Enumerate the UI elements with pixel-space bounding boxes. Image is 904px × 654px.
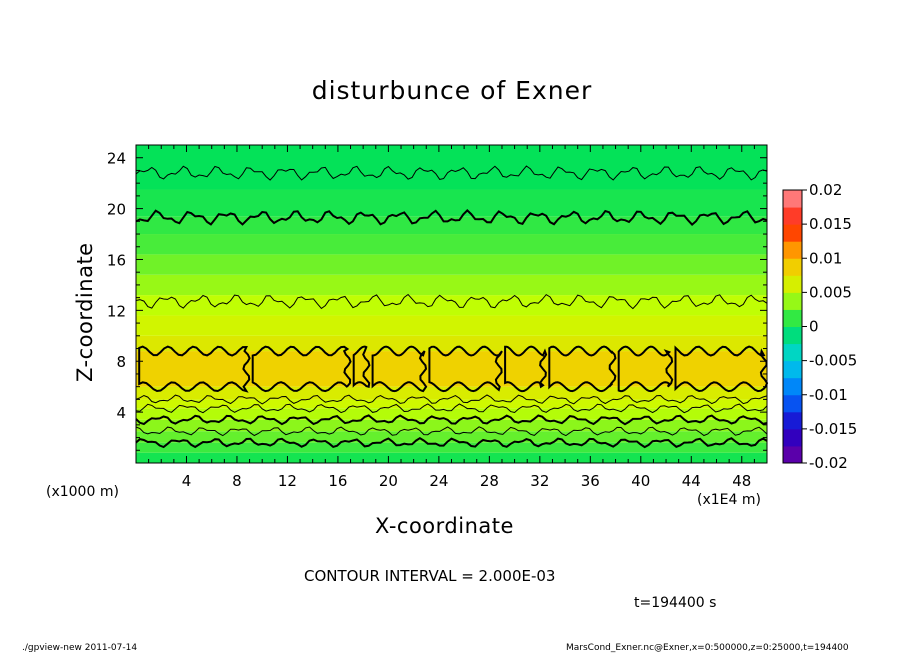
field-band <box>136 431 767 443</box>
contour-line <box>135 403 768 414</box>
time-note: t=194400 s <box>634 595 717 611</box>
field-band <box>136 145 767 190</box>
x-axis-label: X-coordinate <box>375 514 514 538</box>
colorbar-segment <box>783 360 802 379</box>
contour-cell <box>674 345 769 393</box>
colorbar-segment <box>783 411 802 430</box>
field-band <box>136 452 767 463</box>
colorbar-segment <box>783 207 802 225</box>
x-tick-label: 44 <box>682 472 701 490</box>
field-band <box>136 234 767 255</box>
colorbar-tick-label: -0.02 <box>809 454 848 472</box>
x-tick-label: 8 <box>232 472 242 490</box>
colorbar-segment <box>783 445 802 464</box>
contour-cell <box>352 345 371 388</box>
colorbar: 0.02 0.015 0.01 0.005 0 -0.005 -0.01 -0.015 -0.0… <box>782 181 857 472</box>
x-tick-label: 12 <box>278 472 297 490</box>
contour-line <box>135 165 768 181</box>
colorbar-segment <box>783 258 802 276</box>
colorbar-tick-label: -0.01 <box>809 386 848 404</box>
colorbar-segment <box>783 377 802 396</box>
field-band <box>136 408 767 420</box>
field-band <box>136 315 767 336</box>
field-band <box>136 254 767 275</box>
colorbar-segment <box>783 190 802 208</box>
field-band <box>136 419 767 432</box>
colorbar-segment <box>783 241 802 259</box>
colorbar-tick-label: 0.02 <box>809 181 842 199</box>
colorbar-segment <box>783 428 802 447</box>
x-tick-label: 28 <box>480 472 499 490</box>
y-tick-label: 12 <box>107 302 126 320</box>
x-tick-label: 24 <box>429 472 448 490</box>
field-band <box>136 274 767 296</box>
colorbar-tick-label: -0.005 <box>809 352 857 370</box>
colorbar-segment <box>783 309 802 327</box>
contour-lines <box>135 165 769 449</box>
x-unit-note: (x1000 m) <box>46 484 119 500</box>
footer-left: ./gpview-new 2011-07-14 <box>22 643 138 653</box>
field-band <box>136 295 767 316</box>
contour-cell <box>617 345 674 393</box>
y-axis-label: Z-coordinate <box>73 242 97 382</box>
colorbar-tick-label: 0.015 <box>809 215 852 233</box>
x-tick-label: 48 <box>732 472 751 490</box>
field-band <box>136 335 767 352</box>
contour-line <box>135 209 768 226</box>
colorbar-segment <box>783 326 802 345</box>
x-axis-ticks: 4 8 12 16 20 24 28 32 36 40 44 48 <box>135 145 768 490</box>
field-band <box>136 399 767 409</box>
y-tick-label: 24 <box>107 150 126 168</box>
footer-right: MarsCond_Exner.nc@Exner,x=0:500000,z=0:2… <box>566 643 849 653</box>
y-tick-label: 20 <box>107 201 126 219</box>
contour-cell <box>428 345 503 393</box>
contour-interval-note: CONTOUR INTERVAL = 2.000E-03 <box>304 567 556 585</box>
y-tick-label: 4 <box>116 404 126 422</box>
field-band <box>136 189 767 217</box>
x-tick-label: 36 <box>581 472 600 490</box>
contour-line <box>135 394 768 405</box>
x-tick-label: 40 <box>631 472 650 490</box>
x-tick-label: 20 <box>379 472 398 490</box>
field-band <box>136 351 767 387</box>
y-tick-label: 8 <box>116 353 126 371</box>
colorbar-tick-label: 0.01 <box>809 249 842 267</box>
contour-cell <box>138 345 251 393</box>
field-band <box>136 216 767 235</box>
contour-cell <box>371 345 428 393</box>
y-tick-label: 16 <box>107 251 126 269</box>
colorbar-segment <box>783 224 802 242</box>
field-band <box>136 442 767 453</box>
colorbar-segment <box>783 292 802 310</box>
contour-line <box>135 426 768 437</box>
contour-cell <box>504 345 548 393</box>
contour-line <box>135 414 768 426</box>
x-tick-label: 32 <box>530 472 549 490</box>
colorbar-tick-label: 0.005 <box>809 283 852 301</box>
x-scale-note: (x1E4 m) <box>697 492 761 508</box>
y-axis-ticks: 4 8 12 16 20 24 <box>107 144 767 464</box>
colorbar-segment <box>783 343 802 362</box>
x-tick-label: 4 <box>182 472 192 490</box>
colorbar-segment <box>783 394 802 413</box>
x-tick-label: 16 <box>328 472 347 490</box>
contour-cell <box>251 345 352 393</box>
contour-cell <box>548 345 617 393</box>
colorbar-tick-label: -0.015 <box>809 420 857 438</box>
chart-title: disturbunce of Exner <box>311 76 593 105</box>
colorbar-segment <box>783 275 802 293</box>
heatmap-field <box>136 145 767 463</box>
colorbar-tick-label: 0 <box>809 318 819 336</box>
contour-line <box>135 293 768 310</box>
contour-line <box>135 437 768 449</box>
